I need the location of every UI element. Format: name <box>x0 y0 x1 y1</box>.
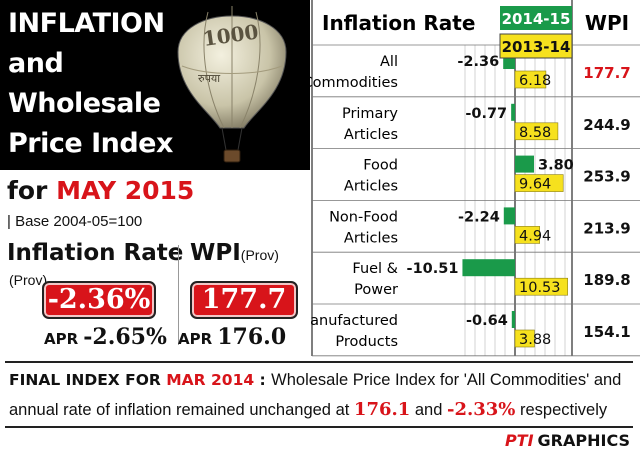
value-label-2013-14-manufactured-products: 3.88 <box>519 332 551 348</box>
vertical-divider <box>178 245 179 345</box>
inflation-apr-value: -2.65% <box>83 324 167 350</box>
footer-colon: : <box>254 371 272 389</box>
pti-logo: PTI <box>504 431 534 450</box>
footer-heading: FINAL INDEX FOR MAR 2014 : <box>9 371 271 389</box>
category-label-all-commodities: Commodities <box>310 75 398 91</box>
value-label-2013-14-food-articles: 9.64 <box>519 177 551 193</box>
value-label-2014-15-food-articles: 3.80 <box>538 158 574 174</box>
title-line: INFLATION <box>8 8 165 39</box>
value-label-2014-15-non-food-articles: -2.24 <box>458 209 500 225</box>
chart-labels: All Commodities -2.36 6.18 177.7 Primary Artic… <box>310 54 631 350</box>
value-label-2013-14-non-food-articles: 4.94 <box>519 228 551 244</box>
bar-2014-15-manufactured-products <box>511 311 515 328</box>
credit-graphics: GRAPHICS <box>537 431 630 450</box>
category-label-fuel-power: Power <box>354 282 398 298</box>
footer-heading-month: MAR 2014 <box>166 371 255 389</box>
wpi-value-all-commodities: 177.7 <box>583 64 630 82</box>
bar-2013-14-food-articles <box>514 174 564 192</box>
footer-text-2: and <box>410 401 447 419</box>
category-label-food-articles: Articles <box>344 179 398 195</box>
base-year-note: | Base 2004-05=100 <box>7 213 143 230</box>
bar-2014-15-primary-articles <box>511 103 515 121</box>
wpi-apr-value: 176.0 <box>217 324 287 350</box>
wpi-value-fuel-power: 189.8 <box>583 271 630 289</box>
chart-title: Inflation Rate <box>322 11 475 35</box>
footer-bottom-rule <box>5 426 633 428</box>
bar-2013-14-manufactured-products <box>514 329 535 348</box>
inflation-prov-note: (Prov) <box>9 272 48 288</box>
wpi-value-non-food-articles: 213.9 <box>583 219 630 237</box>
bar-2013-14-fuel-power <box>514 277 568 296</box>
footer-final-inflation: -2.33% <box>447 399 516 420</box>
value-label-2013-14-fuel-power: 10.53 <box>519 280 561 296</box>
footer-final-wpi: 176.1 <box>353 399 411 420</box>
inflation-rate-title: Inflation Rate <box>7 240 184 266</box>
period-prefix: for <box>7 176 48 205</box>
category-label-all-commodities: All <box>380 54 398 70</box>
title-line: Wholesale <box>8 88 161 119</box>
title-line: and <box>8 48 64 79</box>
inflation-chart: All Commodities -2.36 6.18 177.7 Primary Artic… <box>310 0 640 358</box>
period-heading: for MAY 2015 <box>7 176 194 205</box>
value-label-2014-15-manufactured-products: -0.64 <box>466 313 508 329</box>
legend-swatch-2014-15 <box>500 6 572 30</box>
category-label-manufactured-products: Manufactured <box>310 313 398 329</box>
balloon-inscription: रुपया <box>198 72 220 85</box>
wpi-column-header: WPI <box>585 11 629 35</box>
wpi-title: WPI(Prov) <box>190 240 279 266</box>
category-label-primary-articles: Primary <box>342 106 398 122</box>
bar-2013-14-non-food-articles <box>514 226 541 244</box>
legend-label-2013-14: 2013-14 <box>502 38 571 56</box>
wpi-title-text: WPI <box>190 240 241 266</box>
bar-2013-14-primary-articles <box>514 122 559 141</box>
credit-line: PTI GRAPHICS <box>505 431 630 450</box>
value-label-2014-15-fuel-power: -10.51 <box>407 261 459 277</box>
wpi-apr-label: APR <box>178 330 213 348</box>
category-label-primary-articles: Articles <box>344 127 398 143</box>
footer-text-1: Wholesale Price Index for 'All Commoditi… <box>9 371 622 419</box>
inflation-rate-value: -2.36% <box>42 281 156 319</box>
category-label-fuel-power: Fuel & <box>352 261 398 277</box>
title-line: Price Index <box>8 128 173 159</box>
category-label-non-food-articles: Articles <box>344 230 398 246</box>
legend-swatch-2013-14 <box>499 33 573 59</box>
value-label-2014-15-all-commodities: -2.36 <box>457 54 499 70</box>
footer-heading-prefix: FINAL INDEX FOR <box>9 371 161 389</box>
footer-note: FINAL INDEX FOR MAR 2014 : Wholesale Pri… <box>9 366 634 425</box>
bar-2014-15-fuel-power <box>462 259 515 277</box>
wpi-value: 177.7 <box>190 281 298 319</box>
legend-label-2014-15: 2014-15 <box>502 10 571 28</box>
wpi-value-food-articles: 253.9 <box>583 168 630 186</box>
wpi-value-manufactured-products: 154.1 <box>583 323 630 341</box>
category-label-non-food-articles: Non-Food <box>329 209 398 225</box>
value-label-2013-14-all-commodities: 6.18 <box>519 73 551 89</box>
footer-top-rule <box>5 361 633 363</box>
inflation-apr-label: APR <box>44 330 79 348</box>
period-month-year: MAY 2015 <box>56 176 195 205</box>
category-label-food-articles: Food <box>363 158 398 174</box>
main-title: INFLATION and Wholesale Price Index <box>8 4 173 164</box>
bar-2014-15-non-food-articles <box>503 207 515 225</box>
bar-2014-15-all-commodities <box>503 52 515 69</box>
wpi-prov-note: (Prov) <box>240 247 279 263</box>
category-label-manufactured-products: Products <box>335 334 398 350</box>
hot-air-balloon-illustration: 1000 रुपया <box>177 6 287 163</box>
value-label-2014-15-primary-articles: -0.77 <box>465 106 507 122</box>
inflation-apr: APR -2.65% <box>44 324 167 350</box>
bar-2014-15-food-articles <box>515 155 534 173</box>
bar-2013-14-all-commodities <box>514 70 547 89</box>
chart-bars <box>462 52 568 348</box>
footer-text-3: respectively <box>515 401 608 419</box>
chart-grid <box>312 44 640 357</box>
title-panel: INFLATION and Wholesale Price Index 1000… <box>0 0 310 170</box>
value-label-2013-14-primary-articles: 8.58 <box>519 125 551 141</box>
wpi-value-primary-articles: 244.9 <box>583 116 630 134</box>
wpi-apr: APR 176.0 <box>178 324 286 350</box>
